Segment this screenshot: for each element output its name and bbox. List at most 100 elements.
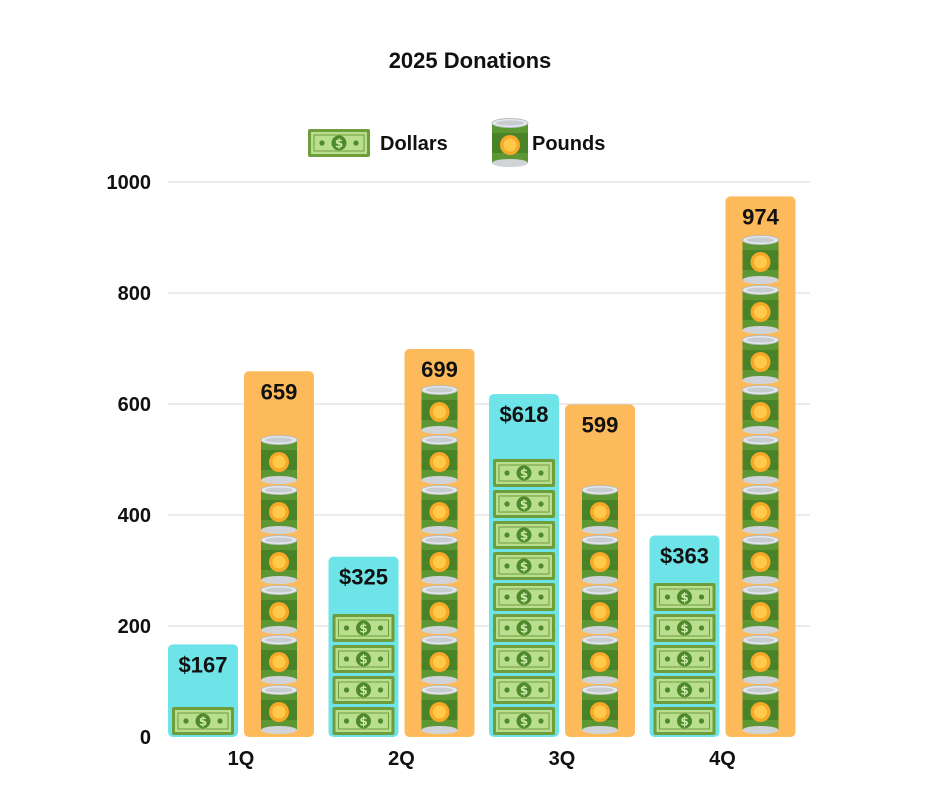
dollars-value-label-4Q: $363 <box>660 544 709 569</box>
dollar-bill-icon: $ <box>493 490 555 518</box>
dollar-bill-icon: $ <box>332 614 395 642</box>
svg-text:$: $ <box>359 715 367 729</box>
pounds-icon-stack-2Q <box>421 385 458 734</box>
legend-label-dollars: Dollars <box>380 133 448 155</box>
dollar-bill-icon: $ <box>493 614 555 642</box>
food-can-icon <box>260 485 298 534</box>
svg-text:$: $ <box>335 137 343 151</box>
x-tick-label: 4Q <box>709 748 736 770</box>
svg-text:$: $ <box>680 653 688 667</box>
food-can-icon <box>742 485 779 534</box>
legend-item-pounds: Pounds <box>491 118 605 167</box>
food-can-icon <box>742 535 779 584</box>
food-can-icon <box>581 485 619 534</box>
bar-group-2Q: $ $ $ $ $325 699 <box>328 349 475 737</box>
food-can-icon <box>742 335 779 384</box>
food-can-icon <box>260 535 298 584</box>
x-axis: 1Q 2Q 3Q 4Q <box>228 748 736 770</box>
food-can-icon <box>260 435 298 484</box>
food-can-icon <box>491 118 529 167</box>
bar-group-1Q: $ $167 659 <box>168 371 314 737</box>
dollar-bill-icon: $ <box>493 521 555 549</box>
svg-text:$: $ <box>199 715 207 729</box>
food-can-icon <box>742 385 779 434</box>
food-can-icon <box>742 285 779 334</box>
food-can-icon <box>581 585 619 634</box>
food-can-icon <box>421 685 458 734</box>
dollars-value-label-1Q: $167 <box>179 652 228 677</box>
dollars-value-label-3Q: $618 <box>500 402 549 427</box>
dollar-bill-icon: $ <box>493 707 555 735</box>
pounds-value-label-1Q: 659 <box>261 379 298 404</box>
y-axis: 0 200 400 600 800 1000 <box>107 172 152 749</box>
dollar-bill-icon: $ <box>332 645 395 673</box>
dollars-value-label-2Q: $325 <box>339 565 388 590</box>
food-can-icon <box>421 485 458 534</box>
legend: $ Dollars Pounds <box>308 118 605 167</box>
y-tick-label: 200 <box>118 616 151 638</box>
food-can-icon <box>742 685 779 734</box>
food-can-icon <box>742 585 779 634</box>
food-can-icon <box>260 685 298 734</box>
dollars-icon-stack-4Q: $ $ $ $ $ <box>653 583 716 735</box>
dollar-bill-icon: $ <box>493 552 555 580</box>
dollar-bill-icon: $ <box>493 676 555 704</box>
y-tick-label: 1000 <box>107 172 152 194</box>
food-can-icon <box>421 585 458 634</box>
pounds-value-label-3Q: 599 <box>582 413 619 438</box>
x-tick-label: 1Q <box>228 748 255 770</box>
x-tick-label: 3Q <box>549 748 576 770</box>
svg-text:$: $ <box>359 653 367 667</box>
pounds-icon-stack-4Q <box>742 235 779 734</box>
legend-label-pounds: Pounds <box>532 133 605 155</box>
dollar-bill-icon: $ <box>653 614 716 642</box>
food-can-icon <box>260 585 298 634</box>
dollar-bill-icon: $ <box>653 583 716 611</box>
svg-text:$: $ <box>520 560 528 574</box>
svg-text:$: $ <box>520 467 528 481</box>
x-tick-label: 2Q <box>388 748 415 770</box>
y-tick-label: 400 <box>118 505 151 527</box>
dollars-icon-stack-2Q: $ $ $ $ <box>332 614 395 735</box>
svg-text:$: $ <box>680 684 688 698</box>
bar-group-4Q: $ $ $ $ $ $363 974 <box>649 196 796 737</box>
svg-text:$: $ <box>520 653 528 667</box>
svg-text:$: $ <box>520 498 528 512</box>
dollar-bill-icon: $ <box>493 459 555 487</box>
dollar-bill-icon: $ <box>493 645 555 673</box>
svg-text:$: $ <box>359 622 367 636</box>
svg-text:$: $ <box>680 715 688 729</box>
pounds-icon-stack-1Q <box>260 435 298 734</box>
svg-text:$: $ <box>680 591 688 605</box>
food-can-icon <box>421 535 458 584</box>
svg-text:$: $ <box>520 529 528 543</box>
y-tick-label: 600 <box>118 394 151 416</box>
food-can-icon <box>742 635 779 684</box>
food-can-icon <box>581 635 619 684</box>
pounds-value-label-4Q: 974 <box>742 204 779 229</box>
dollar-bill-icon: $ <box>653 645 716 673</box>
food-can-icon <box>742 435 779 484</box>
dollar-bill-icon: $ <box>308 129 370 157</box>
food-can-icon <box>260 635 298 684</box>
svg-text:$: $ <box>520 591 528 605</box>
dollar-bill-icon: $ <box>332 676 395 704</box>
dollar-bill-icon: $ <box>332 707 395 735</box>
svg-text:$: $ <box>520 684 528 698</box>
pounds-value-label-2Q: 699 <box>421 357 458 382</box>
pounds-icon-stack-3Q <box>581 485 619 734</box>
svg-text:$: $ <box>680 622 688 636</box>
dollar-bill-icon: $ <box>653 676 716 704</box>
food-can-icon <box>421 435 458 484</box>
bar-group-3Q: $ $ $ $ $ $ $ $ $ $618 599 <box>489 394 635 737</box>
chart-title: 2025 Donations <box>389 48 552 73</box>
food-can-icon <box>581 685 619 734</box>
svg-text:$: $ <box>359 684 367 698</box>
food-can-icon <box>421 385 458 434</box>
svg-text:$: $ <box>520 622 528 636</box>
dollar-bill-icon: $ <box>653 707 716 735</box>
y-tick-label: 800 <box>118 283 151 305</box>
food-can-icon <box>581 535 619 584</box>
